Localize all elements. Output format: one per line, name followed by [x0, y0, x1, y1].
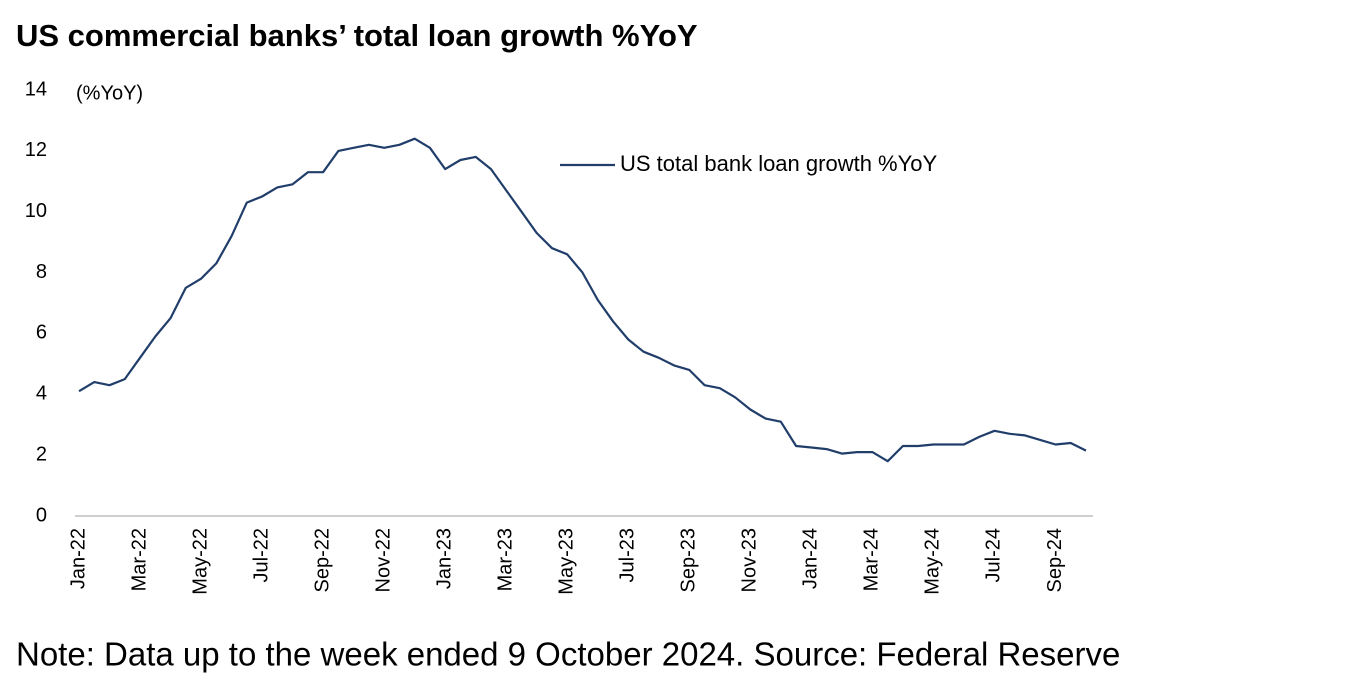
x-tick-label: Jul-24: [983, 528, 1005, 582]
x-tick-label: Mar-23: [494, 528, 516, 591]
x-tick-label: May-24: [922, 528, 944, 595]
x-tick-label: Jan-22: [67, 528, 89, 589]
x-tick-label: Nov-22: [372, 528, 394, 592]
x-tick-label: Sep-22: [311, 528, 333, 593]
x-tick-label: Mar-24: [861, 528, 883, 591]
x-tick-label: Jan-24: [800, 528, 822, 589]
y-tick-label: 6: [36, 322, 47, 344]
x-tick-label: May-22: [189, 528, 211, 595]
note: Note: Data up to the week ended 9 Octobe…: [16, 636, 1120, 673]
chart-title: US commercial banks’ total loan growth %…: [16, 18, 698, 53]
x-tick-label: Jul-22: [250, 528, 272, 582]
x-tick-label: Jul-23: [617, 528, 639, 582]
y-axis-label: (%YoY): [76, 82, 143, 104]
x-tick-label: Mar-22: [128, 528, 150, 591]
y-tick-label: 2: [36, 443, 47, 465]
y-tick-label: 10: [25, 200, 47, 222]
x-tick-label: Sep-24: [1044, 528, 1066, 593]
y-tick-label: 12: [25, 139, 47, 161]
line: [78, 137, 1087, 463]
y-tick-label: 4: [36, 383, 47, 405]
x-tick-label: Jan-23: [433, 528, 455, 589]
y-tick-label: 0: [36, 504, 47, 526]
x-tick-label: May-23: [556, 528, 578, 595]
x-tick-label: Nov-23: [739, 528, 761, 592]
y-tick-label: 8: [36, 261, 47, 283]
y-tick-label: 14: [25, 78, 47, 100]
x-tick-label: Sep-23: [678, 528, 700, 593]
legend-label: US total bank loan growth %YoY: [620, 151, 937, 176]
